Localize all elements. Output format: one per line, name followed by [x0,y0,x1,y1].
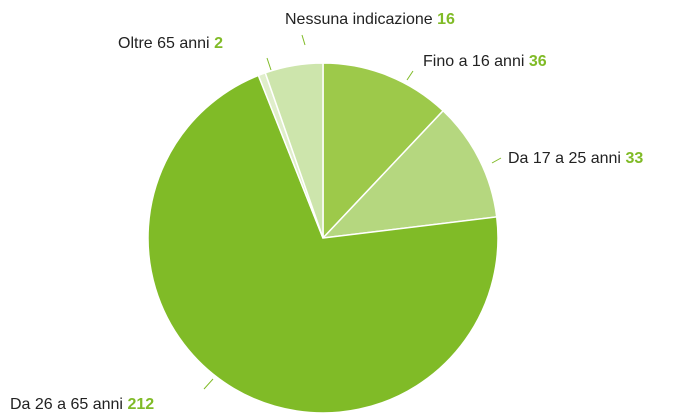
leader-line [406,70,414,81]
category-label: Da 26 a 65 anni [10,396,123,413]
value-label: 16 [437,11,455,28]
slice-label: Da 17 a 25 anni 33 [508,150,643,167]
pie-slice [264,62,324,239]
leader-line [266,57,272,71]
value-label: 2 [214,35,223,52]
slice-label: Da 26 a 65 anni 212 [10,396,154,413]
value-label: 212 [127,396,154,413]
pie-slice [321,109,498,239]
category-label: Nessuna indicazione [285,11,433,28]
pie-slice [322,62,445,240]
value-label: 33 [625,150,643,167]
category-label: Oltre 65 anni [118,35,210,52]
slice-label: Fino a 16 anni 36 [423,53,547,70]
category-label: Da 17 a 25 anni [508,150,621,167]
leader-line [491,157,502,164]
value-label: 36 [529,53,547,70]
slice-label: Nessuna indicazione 16 [285,11,455,28]
pie-slice [147,74,499,414]
leader-line [203,378,214,390]
category-label: Fino a 16 anni [423,53,524,70]
leader-line [301,34,306,46]
slice-label: Oltre 65 anni 2 [118,35,223,52]
